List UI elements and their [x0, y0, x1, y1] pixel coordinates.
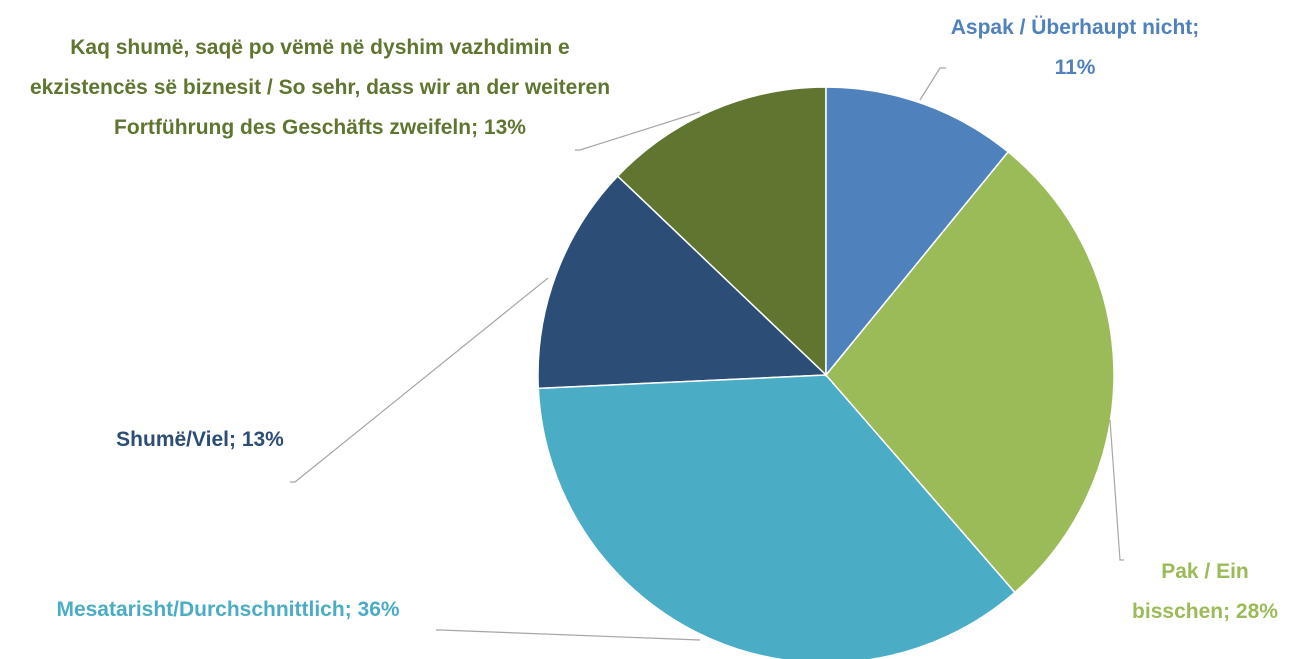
pie-slice [537, 175, 828, 390]
value-label: 36% [357, 598, 400, 621]
category-label: Mesatarisht/Durchschnittlich [56, 598, 357, 621]
pie-slice [616, 86, 827, 377]
category-label: Kaq shumë, saqë po vëmë në dyshim vazhdi… [30, 36, 610, 139]
leader-line [1109, 419, 1124, 561]
value-label: 11% [1054, 56, 1096, 79]
slice-label: Kaq shumë, saqë po vëmë në dyshim vazhdi… [20, 28, 620, 148]
category-label: Aspak / Überhaupt nicht [951, 16, 1200, 39]
value-label: 13% [483, 116, 526, 139]
leader-line [919, 67, 946, 101]
value-label: 13% [241, 428, 284, 451]
value-label: 28% [1235, 600, 1278, 623]
slice-label: Mesatarisht/Durchschnittlich36% [8, 590, 448, 630]
slice-label: Shumë/Viel13% [40, 420, 360, 460]
pie-slice [825, 86, 1010, 378]
leader-line [436, 629, 701, 641]
pie-slice [537, 374, 1016, 659]
leader-line [290, 277, 549, 483]
category-label: Shumë/Viel [116, 428, 242, 451]
pie-slice [825, 150, 1115, 594]
slice-label: Pak / Ein bisschen28% [1110, 552, 1300, 632]
slice-label: Aspak / Überhaupt nicht 11% [945, 8, 1205, 88]
leader-line [575, 111, 701, 151]
category-label: Pak / Ein bisschen [1132, 560, 1249, 623]
